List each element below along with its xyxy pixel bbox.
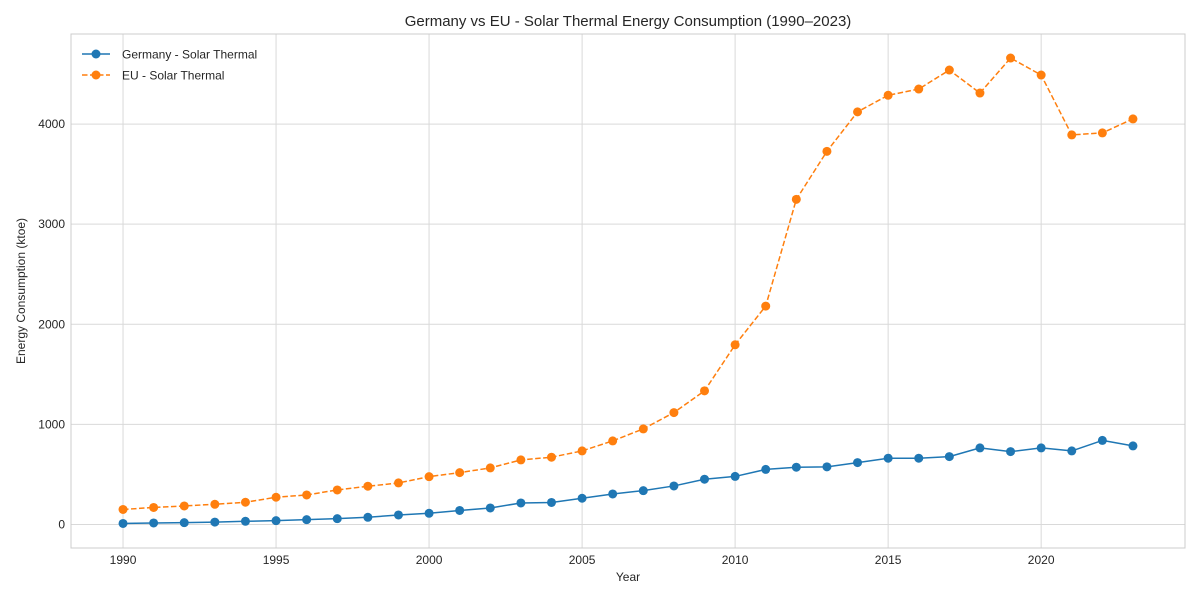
data-point (210, 517, 220, 527)
data-point (700, 386, 710, 396)
data-point (1128, 114, 1138, 124)
data-point (455, 505, 465, 515)
y-tick-label: 2000 (38, 317, 65, 331)
data-point (332, 485, 342, 495)
data-point (730, 471, 740, 481)
data-point (577, 493, 587, 503)
x-tick-label: 2010 (722, 553, 749, 567)
x-axis-label: Year (616, 570, 640, 584)
data-point (271, 492, 281, 502)
data-point (944, 65, 954, 75)
y-axis-label: Energy Consumption (ktoe) (14, 218, 28, 364)
data-point (149, 502, 159, 512)
data-point (118, 518, 128, 528)
x-tick-label: 1995 (263, 553, 290, 567)
data-point (240, 497, 250, 507)
data-point (393, 478, 403, 488)
data-point (546, 452, 556, 462)
data-point (302, 490, 312, 500)
x-tick-label: 2005 (569, 553, 596, 567)
data-point (424, 472, 434, 482)
y-tick-label: 1000 (38, 417, 65, 431)
series-line (123, 439, 1134, 525)
data-point (608, 489, 618, 499)
x-tick-label: 2015 (875, 553, 902, 567)
data-point (1097, 128, 1107, 138)
data-point (944, 452, 954, 462)
data-point (455, 468, 465, 478)
data-point (271, 516, 281, 526)
data-point (638, 424, 648, 434)
y-tick-label: 4000 (38, 117, 65, 131)
legend-item-germany: Germany - Solar Thermal (82, 48, 257, 62)
y-tick-label: 0 (58, 517, 65, 531)
data-point (914, 453, 924, 463)
series-line (122, 57, 1134, 511)
data-point (485, 503, 495, 513)
data-point (179, 518, 189, 528)
data-point (516, 498, 526, 508)
data-point (975, 88, 985, 98)
data-point (577, 446, 587, 456)
data-point (118, 504, 128, 514)
data-point (1097, 435, 1107, 445)
data-point (210, 499, 220, 509)
data-point (302, 515, 312, 525)
data-point (1067, 130, 1077, 140)
data-point (1006, 447, 1016, 457)
data-point (730, 340, 740, 350)
data-point (240, 516, 250, 526)
plot-frame (70, 33, 1186, 549)
data-point (608, 436, 618, 446)
data-point (822, 146, 832, 156)
series-layer (118, 53, 1138, 528)
data-point (853, 107, 863, 117)
data-point (669, 408, 679, 418)
data-point (363, 512, 373, 522)
grid-lines (71, 34, 1185, 548)
legend-label-eu: EU - Solar Thermal (122, 69, 224, 83)
data-point (1006, 53, 1016, 63)
data-point (975, 443, 985, 453)
data-point (546, 497, 556, 507)
x-tick-label: 1990 (110, 553, 137, 567)
data-point (914, 84, 924, 94)
data-point (424, 508, 434, 518)
data-point (822, 462, 832, 472)
data-point (638, 486, 648, 496)
data-point (791, 462, 801, 472)
data-point (485, 463, 495, 473)
legend-item-eu: EU - Solar Thermal (82, 69, 224, 83)
series-0 (118, 435, 1138, 528)
data-point (393, 510, 403, 520)
data-point (669, 481, 679, 491)
legend: Germany - Solar Thermal EU - Solar Therm… (82, 48, 257, 83)
data-point (1036, 443, 1046, 453)
data-point (1128, 441, 1138, 451)
data-point (791, 194, 801, 204)
chart-title: Germany vs EU - Solar Thermal Energy Con… (405, 13, 852, 30)
y-tick-label: 3000 (38, 217, 65, 231)
x-tick-label: 2000 (416, 553, 443, 567)
data-point (516, 455, 526, 465)
series-1 (118, 53, 1138, 514)
legend-label-germany: Germany - Solar Thermal (122, 48, 257, 62)
data-point (1067, 446, 1077, 456)
data-point (1036, 70, 1046, 80)
data-point (700, 474, 710, 484)
data-point (149, 518, 159, 528)
data-point (332, 514, 342, 524)
data-point (761, 301, 771, 311)
data-point (853, 458, 863, 468)
data-point (883, 453, 893, 463)
data-point (761, 464, 771, 474)
data-point (883, 90, 893, 100)
data-point (363, 481, 373, 491)
tick-labels: 1990 1995 2000 2005 2010 2015 2020 0 1000 2000 300… (38, 117, 1055, 567)
x-tick-label: 2020 (1028, 553, 1055, 567)
data-point (179, 501, 189, 511)
